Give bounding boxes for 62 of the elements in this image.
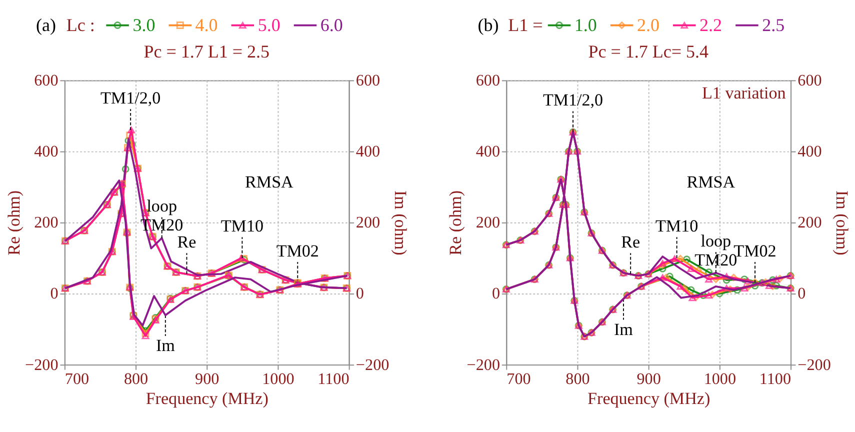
y-tick-label: 600 — [34, 72, 58, 90]
y-tick-label: 400 — [34, 144, 58, 161]
y-tick-label: −200 — [25, 356, 58, 374]
legend-label: 4.0 — [195, 14, 218, 35]
annotation: RMSA — [686, 172, 736, 192]
annotation: Im — [156, 336, 175, 356]
y-tick-label: 600 — [476, 72, 500, 90]
annotation: TM1/2,0 — [542, 90, 604, 110]
y-tick-label: 0 — [492, 286, 500, 303]
y2-tick-label: −200 — [356, 356, 390, 374]
x-tick-label: 900 — [195, 371, 220, 388]
x-tick-label: 1000 — [262, 371, 294, 388]
x-tick-label: 700 — [64, 371, 90, 388]
legend-label: 1.0 — [574, 14, 597, 35]
x-tick-label: 1000 — [704, 371, 736, 388]
y2-tick-label: 200 — [798, 214, 822, 232]
legend-label: 3.0 — [132, 14, 156, 35]
y2-tick-label: 200 — [356, 214, 380, 232]
annotation: TM10 — [220, 216, 264, 236]
legend-label: 6.0 — [320, 14, 343, 35]
y2-tick-label: 600 — [356, 72, 380, 90]
y2-tick-label: 600 — [798, 72, 822, 90]
legend-label: 2.0 — [636, 14, 660, 35]
legend-title: L1 = — [508, 14, 543, 35]
y2-axis-title: Im (ohm) — [390, 190, 410, 256]
x-tick-label: 1100 — [318, 371, 350, 388]
x-tick-label: 700 — [506, 371, 531, 388]
y2-tick-label: 400 — [798, 144, 822, 161]
annotation: TM1/2,0 — [100, 88, 161, 108]
annotation: TM10 — [655, 216, 698, 236]
y2-tick-label: 400 — [356, 144, 380, 161]
annotation: TM02 — [276, 241, 319, 260]
annotation: RMSA — [245, 172, 294, 192]
legend-label: 5.0 — [258, 14, 280, 35]
y-axis-title: Re (ohm) — [446, 190, 466, 256]
chart-title: (a) — [36, 14, 56, 35]
chart-subtitle: Pc = 1.7 L1 = 2.5 — [144, 41, 270, 62]
chart-title: (b) — [478, 14, 499, 35]
x-tick-label: 1100 — [759, 371, 792, 388]
legend-label: 2.2 — [700, 14, 722, 35]
x-axis-title: Frequency (MHz) — [588, 388, 710, 408]
y-tick-label: −200 — [466, 356, 500, 374]
y-tick-label: 400 — [476, 144, 500, 161]
annotation: Re — [621, 232, 640, 252]
chart-subtitle: Pc = 1.7 Lc= 5.4 — [588, 41, 709, 62]
annotation: Re — [177, 232, 196, 252]
y-tick-label: 0 — [50, 286, 58, 303]
y-axis-title: Re (ohm) — [4, 190, 24, 256]
x-axis-title: Frequency (MHz) — [146, 388, 268, 408]
y-tick-label: 200 — [34, 214, 58, 232]
y2-tick-label: 0 — [356, 286, 364, 303]
y2-tick-label: −200 — [798, 356, 831, 374]
x-tick-label: 800 — [566, 371, 590, 388]
x-tick-label: 800 — [124, 371, 148, 388]
annotation: L1 variation — [702, 83, 786, 102]
x-tick-label: 900 — [636, 371, 661, 388]
legend-title: Lc : — [66, 14, 95, 35]
annotation: Im — [614, 320, 633, 339]
legend-label: 2.5 — [762, 14, 785, 35]
y2-axis-title: Im (ohm) — [832, 190, 852, 256]
y-tick-label: 200 — [476, 214, 500, 232]
y2-tick-label: 0 — [798, 286, 806, 303]
